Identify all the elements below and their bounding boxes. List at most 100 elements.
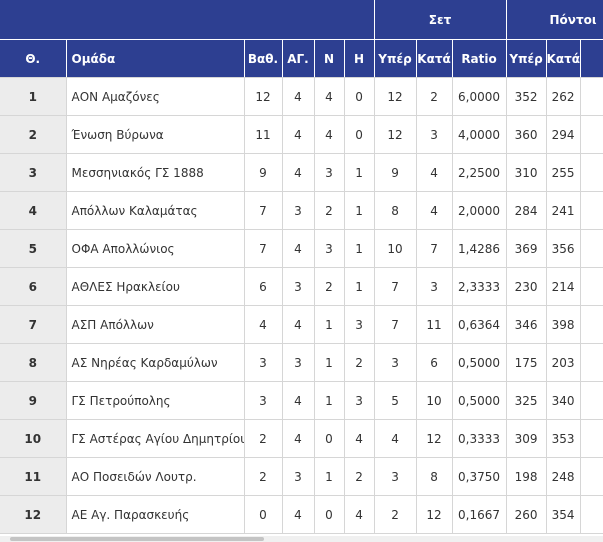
- sets-ratio-cell: 0,1667: [452, 495, 507, 534]
- sets-against-cell: 2: [416, 77, 453, 116]
- points-against-cell: 248: [546, 457, 581, 496]
- losses-cell: 4: [344, 495, 375, 534]
- table-row[interactable]: 3 Μεσσηνιακός ΓΣ 1888 9 4 3 1 9 4 2,2500 310 255: [0, 153, 603, 192]
- table-row[interactable]: 2 Ένωση Βύρωνα 11 4 4 0 12 3 4,0000 360 294: [0, 115, 603, 154]
- position-cell: 6: [0, 267, 67, 306]
- col-header-sets-against[interactable]: Κατά: [416, 39, 453, 78]
- wins-cell: 1: [314, 305, 345, 344]
- team-name-cell: ΓΣ Αστέρας Αγίου Δημητρίου: [66, 419, 245, 458]
- col-header-sets-for[interactable]: Υπέρ: [374, 39, 417, 78]
- table-row[interactable]: 6 ΑΘΛΕΣ Ηρακλείου 6 3 2 1 7 3 2,3333 230 214: [0, 267, 603, 306]
- points-extra-cell: [580, 229, 603, 268]
- col-header-points[interactable]: Βαθ.: [244, 39, 283, 78]
- sets-against-cell: 12: [416, 495, 453, 534]
- points-for-cell: 360: [506, 115, 547, 154]
- points-cell: 3: [244, 343, 283, 382]
- points-cell: 7: [244, 229, 283, 268]
- sets-against-cell: 10: [416, 381, 453, 420]
- losses-cell: 1: [344, 229, 375, 268]
- team-name-cell: Ένωση Βύρωνα: [66, 115, 245, 154]
- col-header-points-against[interactable]: Κατά: [546, 39, 581, 78]
- points-extra-cell: [580, 115, 603, 154]
- team-name-cell: Μεσσηνιακός ΓΣ 1888: [66, 153, 245, 192]
- points-for-cell: 325: [506, 381, 547, 420]
- team-name-cell: ΟΦΑ Απολλώνιος: [66, 229, 245, 268]
- losses-cell: 1: [344, 191, 375, 230]
- wins-cell: 3: [314, 229, 345, 268]
- sets-ratio-cell: 6,0000: [452, 77, 507, 116]
- games-played-cell: 3: [282, 457, 315, 496]
- table-row[interactable]: 4 Απόλλων Καλαμάτας 7 3 2 1 8 4 2,0000 284 241: [0, 191, 603, 230]
- losses-cell: 4: [344, 419, 375, 458]
- table-body: 1 ΑΟΝ Αμαζόνες 12 4 4 0 12 2 6,0000 352 262 2 Ένωση …: [0, 77, 603, 534]
- points-for-cell: 175: [506, 343, 547, 382]
- col-header-games[interactable]: ΑΓ.: [282, 39, 315, 78]
- header-group-blank: [0, 0, 375, 40]
- games-played-cell: 4: [282, 381, 315, 420]
- sets-for-cell: 12: [374, 77, 417, 116]
- table-row[interactable]: 10 ΓΣ Αστέρας Αγίου Δημητρίου 2 4 0 4 4 12 0,333…: [0, 419, 603, 458]
- sets-ratio-cell: 0,5000: [452, 343, 507, 382]
- points-for-cell: 346: [506, 305, 547, 344]
- sets-against-cell: 3: [416, 267, 453, 306]
- sets-for-cell: 5: [374, 381, 417, 420]
- position-cell: 9: [0, 381, 67, 420]
- team-name-cell: ΓΣ Πετρούπολης: [66, 381, 245, 420]
- wins-cell: 4: [314, 77, 345, 116]
- position-cell: 4: [0, 191, 67, 230]
- scrollbar-thumb[interactable]: [10, 537, 264, 541]
- wins-cell: 1: [314, 343, 345, 382]
- points-against-cell: 356: [546, 229, 581, 268]
- sets-against-cell: 8: [416, 457, 453, 496]
- col-header-wins[interactable]: Ν: [314, 39, 345, 78]
- points-for-cell: 352: [506, 77, 547, 116]
- col-header-points-for[interactable]: Υπέρ: [506, 39, 547, 78]
- points-extra-cell: 0: [580, 305, 603, 344]
- position-cell: 11: [0, 457, 67, 496]
- team-name-cell: ΑΣ Νηρέας Καρδαμύλων: [66, 343, 245, 382]
- points-extra-cell: [580, 153, 603, 192]
- points-cell: 12: [244, 77, 283, 116]
- col-header-sets-ratio[interactable]: Ratio: [452, 39, 507, 78]
- table-row[interactable]: 5 ΟΦΑ Απολλώνιος 7 4 3 1 10 7 1,4286 369 356: [0, 229, 603, 268]
- points-for-cell: 230: [506, 267, 547, 306]
- team-name-cell: Απόλλων Καλαμάτας: [66, 191, 245, 230]
- points-against-cell: 262: [546, 77, 581, 116]
- header-columns-row: Θ. Ομάδα Βαθ. ΑΓ. Ν Η Υπέρ Κατά Ratio Υπ…: [0, 39, 603, 78]
- losses-cell: 0: [344, 77, 375, 116]
- losses-cell: 3: [344, 305, 375, 344]
- position-cell: 8: [0, 343, 67, 382]
- col-header-points-extra[interactable]: [580, 39, 603, 78]
- position-cell: 10: [0, 419, 67, 458]
- col-header-team[interactable]: Ομάδα: [66, 39, 245, 78]
- table-row[interactable]: 1 ΑΟΝ Αμαζόνες 12 4 4 0 12 2 6,0000 352 262: [0, 77, 603, 116]
- points-for-cell: 198: [506, 457, 547, 496]
- horizontal-scrollbar[interactable]: [0, 536, 603, 542]
- sets-ratio-cell: 0,5000: [452, 381, 507, 420]
- table-header: Σετ Πόντοι Θ. Ομάδα Βαθ. ΑΓ. Ν Η Υπέρ Κα…: [0, 0, 603, 78]
- sets-against-cell: 3: [416, 115, 453, 154]
- games-played-cell: 4: [282, 153, 315, 192]
- header-group-sets: Σετ: [374, 0, 507, 40]
- position-cell: 12: [0, 495, 67, 534]
- sets-for-cell: 9: [374, 153, 417, 192]
- points-cell: 2: [244, 419, 283, 458]
- sets-against-cell: 7: [416, 229, 453, 268]
- wins-cell: 2: [314, 191, 345, 230]
- position-cell: 3: [0, 153, 67, 192]
- header-group-row: Σετ Πόντοι: [0, 0, 603, 40]
- sets-for-cell: 2: [374, 495, 417, 534]
- wins-cell: 1: [314, 457, 345, 496]
- col-header-position[interactable]: Θ.: [0, 39, 67, 78]
- sets-ratio-cell: 2,2500: [452, 153, 507, 192]
- sets-against-cell: 4: [416, 191, 453, 230]
- points-against-cell: 255: [546, 153, 581, 192]
- col-header-losses[interactable]: Η: [344, 39, 375, 78]
